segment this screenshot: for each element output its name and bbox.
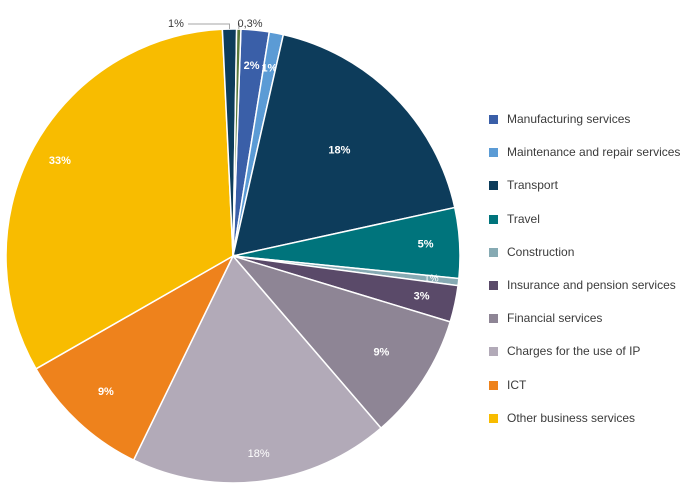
legend-swatch — [489, 413, 498, 423]
leader-line-unlabeled-10 — [188, 23, 230, 29]
legend-label: Insurance and pension services — [507, 277, 676, 292]
legend-label: Transport — [507, 178, 558, 193]
slice-other-business-services — [5, 28, 234, 370]
data-label-financial-services: 9% — [373, 347, 389, 359]
legend-item-transport: Transport — [489, 178, 697, 211]
data-label-ict: 9% — [98, 386, 114, 398]
legend-swatch — [489, 214, 498, 224]
data-label-travel: 5% — [418, 239, 434, 251]
legend-swatch — [489, 181, 498, 191]
leader-line-unlabeled-11 — [238, 23, 240, 30]
data-label-charges-for-the-use-of-ip: 18% — [248, 448, 270, 460]
data-label-maintenance-and-repair-services: 1% — [261, 63, 277, 75]
legend-item-financial-services: Financial services — [489, 311, 697, 344]
legend-swatch — [489, 280, 498, 290]
legend-swatch — [489, 247, 498, 257]
legend-item-ict: ICT — [489, 378, 697, 411]
slice-charges-for-the-use-of-ip — [132, 254, 383, 484]
chart-legend: Manufacturing services Maintenance and re… — [489, 112, 697, 444]
slice-transport — [232, 33, 456, 257]
legend-label: Charges for the use of IP — [507, 344, 641, 359]
legend-item-maintenance-and-repair-services: Maintenance and repair services — [489, 145, 697, 178]
slice-financial-services — [230, 254, 452, 430]
legend-label: Financial services — [507, 311, 603, 326]
legend-item-manufacturing-services: Manufacturing services — [489, 112, 697, 145]
data-label-unlabeled-10: 1% — [168, 18, 184, 30]
data-label-transport: 18% — [328, 144, 350, 156]
slice-ict — [34, 254, 235, 462]
data-label-manufacturing-services: 2% — [244, 60, 260, 72]
legend-swatch — [489, 148, 498, 158]
legend-label: Other business services — [507, 410, 636, 425]
legend-label: Manufacturing services — [507, 112, 631, 126]
data-label-insurance-and-pension-services: 3% — [414, 291, 430, 303]
data-label-unlabeled-11: 0,3% — [237, 18, 262, 30]
legend-swatch — [489, 347, 498, 357]
legend-swatch — [489, 314, 498, 324]
data-label-other-business-services: 33% — [49, 155, 71, 167]
legend-swatch — [489, 380, 498, 390]
legend-swatch — [489, 115, 498, 124]
data-label-construction: 1% — [424, 274, 439, 285]
legend-item-other-business-services: Other business services — [489, 411, 697, 444]
legend-label: Maintenance and repair services — [507, 145, 681, 160]
legend-label: Travel — [507, 211, 540, 226]
legend-item-insurance-and-pension-services: Insurance and pension services — [489, 278, 697, 311]
legend-item-charges-for-the-use-of-ip: Charges for the use of IP — [489, 344, 697, 377]
legend-label: ICT — [507, 377, 527, 392]
legend-label: Construction — [507, 244, 575, 259]
legend-item-travel: Travel — [489, 212, 697, 245]
legend-item-construction: Construction — [489, 245, 697, 278]
